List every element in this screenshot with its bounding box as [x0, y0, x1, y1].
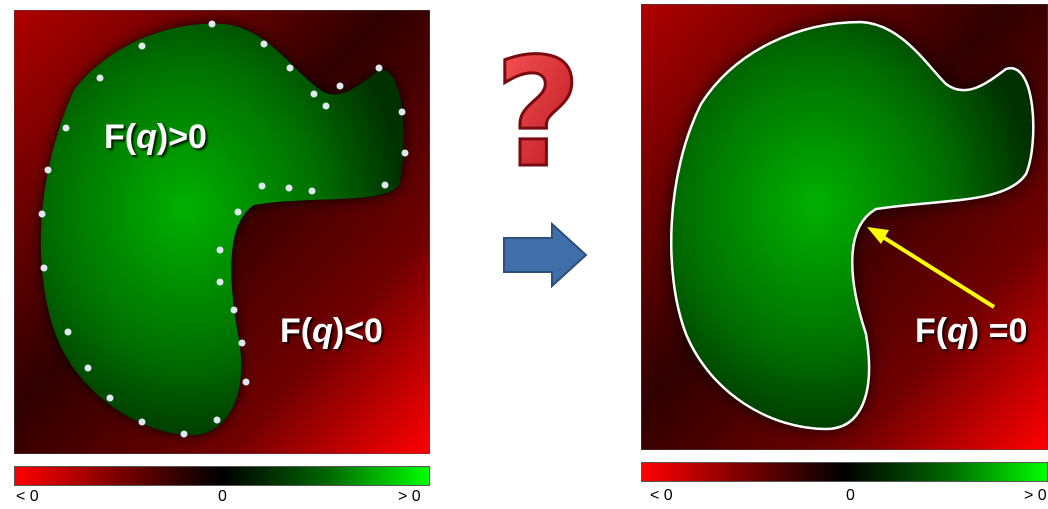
label-positive-region: F(q)>0: [104, 118, 207, 156]
sample-point: [84, 364, 92, 372]
left-colorbar: [14, 466, 430, 486]
sample-point: [336, 82, 344, 90]
label-negative-region: F(q)<0: [280, 312, 383, 350]
right-arrow-icon: [503, 222, 588, 288]
sample-point: [322, 102, 330, 110]
sample-point: [285, 184, 293, 192]
sample-point: [44, 166, 52, 174]
right-colorbar-tick-zero: 0: [846, 487, 855, 504]
right-colorbar-tick-negative: < 0: [650, 487, 673, 504]
sample-point: [138, 418, 146, 426]
sample-point: [230, 306, 238, 314]
sample-point: [40, 264, 48, 272]
left-sample-points: [38, 20, 409, 438]
sample-point: [62, 124, 70, 132]
question-mark-glyph: ?: [494, 40, 581, 180]
left-colorbar-tick-positive: > 0: [398, 488, 421, 505]
sample-point: [38, 210, 46, 218]
sample-point: [375, 64, 383, 72]
sample-point: [64, 328, 72, 336]
left-field-plot: [14, 10, 430, 454]
pointer-arrow-head: [867, 227, 889, 244]
right-colorbar: [641, 462, 1048, 482]
left-field-panel: [14, 10, 430, 454]
question-mark-icon: ?: [493, 40, 583, 180]
sample-point: [96, 74, 104, 82]
sample-point: [216, 278, 224, 286]
sample-point: [401, 149, 409, 157]
left-colorbar-tick-zero: 0: [218, 488, 227, 505]
sample-point: [213, 416, 221, 424]
label-zero-level: F(q) =0: [915, 312, 1028, 350]
sample-point: [180, 430, 188, 438]
left-positive-region: [40, 23, 404, 436]
sample-point: [242, 378, 250, 386]
sample-point: [258, 182, 266, 190]
sample-point: [308, 187, 316, 195]
sample-point: [234, 208, 242, 216]
zero-level-contour: [669, 20, 1035, 431]
sample-point: [208, 20, 216, 28]
right-colorbar-tick-positive: > 0: [1024, 487, 1047, 504]
sample-point: [238, 339, 246, 347]
sample-point: [260, 40, 268, 48]
sample-point: [216, 246, 224, 254]
sample-point: [106, 394, 114, 402]
sample-point: [286, 64, 294, 72]
left-colorbar-tick-negative: < 0: [16, 488, 39, 505]
right-field-panel: [641, 4, 1048, 450]
sample-point: [398, 108, 406, 116]
pointer-arrow-line: [873, 230, 996, 309]
sample-point: [381, 181, 389, 189]
sample-point: [310, 90, 318, 98]
right-field-plot: [641, 4, 1048, 450]
sample-point: [138, 42, 146, 50]
